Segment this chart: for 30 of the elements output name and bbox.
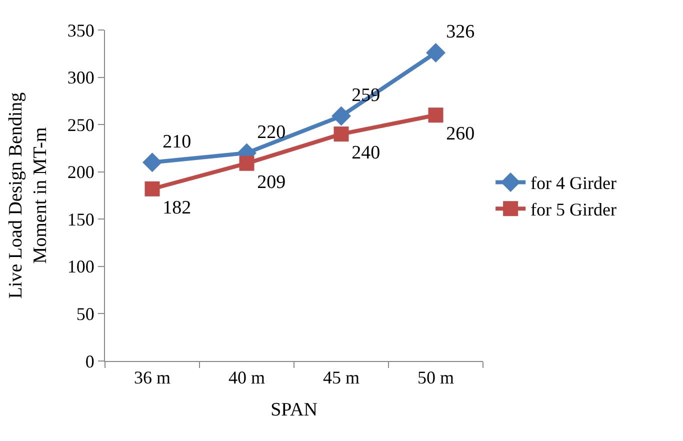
data-label: 326 [446, 22, 475, 43]
y-axis-title: Live Load Design Bending Moment in MT-m [6, 92, 52, 299]
y-tick-label: 350 [67, 20, 94, 40]
y-tick-label: 50 [76, 304, 94, 324]
x-tick-label: 36 m [134, 368, 171, 388]
x-tick-label: 45 m [322, 368, 360, 388]
data-label: 240 [352, 142, 380, 164]
y-tick-label: 0 [85, 351, 94, 372]
point [144, 181, 160, 196]
data-label: 182 [162, 198, 192, 219]
data-label: 260 [446, 124, 475, 145]
x-tick-label: 50 m [417, 368, 454, 388]
y-tick-label: 300 [67, 68, 94, 88]
y-tick-label: 100 [67, 256, 94, 277]
point [239, 156, 254, 171]
point [428, 108, 444, 123]
point [142, 152, 162, 172]
data-label: 210 [162, 131, 192, 152]
data-label: 209 [257, 172, 286, 193]
point [332, 106, 351, 126]
y-tick-label: 200 [67, 162, 94, 182]
x-axis-title: SPAN [270, 399, 318, 420]
y-tick-label: 250 [67, 114, 94, 135]
point [426, 42, 446, 62]
point [334, 126, 349, 142]
legend-label: for 5 Girder [530, 200, 617, 220]
y-tick-label: 150 [67, 209, 94, 230]
legend-label: for 4 Girder [530, 173, 617, 194]
x-tick-label: 40 m [228, 368, 266, 388]
data-label: 220 [257, 122, 286, 143]
